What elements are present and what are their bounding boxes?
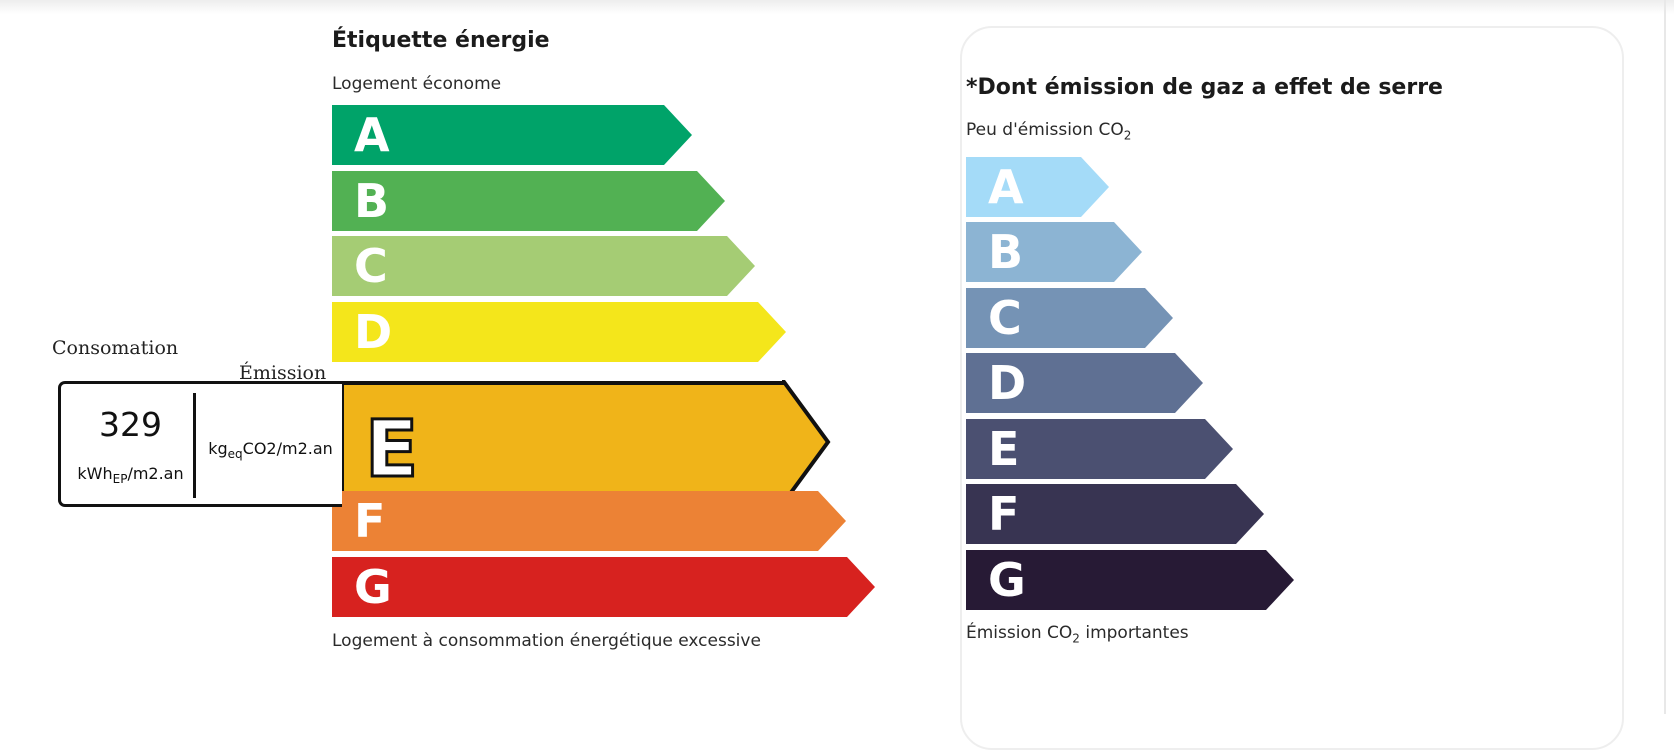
ges-class-e-letter: E [988, 422, 1020, 476]
emission-label: Émission [239, 362, 327, 384]
top-shadow [0, 0, 1674, 14]
energy-class-d-letter: D [354, 305, 393, 359]
energy-class-c-letter: C [354, 239, 388, 293]
energy-class-f-letter: F [354, 494, 386, 548]
energy-class-e-selected-bar: E [339, 380, 869, 504]
ges-class-d-letter: D [988, 356, 1027, 410]
energy-class-b-letter: B [354, 174, 390, 228]
consumption-value: 329 [99, 405, 162, 444]
ges-class-b-bar: B [966, 222, 1142, 282]
ges-class-a-bar: A [966, 157, 1109, 217]
ges-title: *Dont émission de gaz a effet de serre [966, 75, 1443, 100]
ges-class-d-bar: D [966, 353, 1203, 413]
consumption-divider [193, 393, 196, 498]
emission-unit: kgeqCO2/m2.an [208, 439, 333, 462]
ges-top-caption: Peu d'émission CO2 [966, 120, 1132, 143]
consumption-unit: kWhEP/m2.an [77, 464, 184, 487]
ges-class-a-letter: A [988, 160, 1024, 214]
energy-class-g-letter: G [354, 560, 392, 614]
ges-class-c-letter: C [988, 291, 1022, 345]
ges-class-b-letter: B [988, 225, 1024, 279]
energy-class-e-letter: E [365, 405, 418, 495]
energy-class-g-bar: G [332, 557, 875, 617]
energy-class-f-bar: F [332, 491, 846, 551]
energy-label-title: Étiquette énergie [332, 28, 550, 53]
ges-class-g-bar: G [966, 550, 1294, 610]
ges-bottom-caption: Émission CO2 importantes [966, 623, 1189, 646]
ges-class-c-bar: C [966, 288, 1173, 348]
energy-class-c-bar: C [332, 236, 755, 296]
energy-class-a-letter: A [354, 108, 390, 162]
ges-class-f-letter: F [988, 487, 1020, 541]
energy-top-caption: Logement économe [332, 74, 502, 94]
consumption-box [58, 381, 342, 507]
ges-class-f-bar: F [966, 484, 1264, 544]
consumption-label: Consomation [52, 337, 179, 359]
energy-class-b-bar: B [332, 171, 725, 231]
ges-class-e-bar: E [966, 419, 1233, 479]
energy-bottom-caption: Logement à consommation énergétique exce… [332, 631, 761, 651]
ges-class-g-letter: G [988, 553, 1026, 607]
page-edge-divider [1664, 0, 1666, 714]
energy-class-d-bar: D [332, 302, 786, 362]
energy-class-a-bar: A [332, 105, 692, 165]
